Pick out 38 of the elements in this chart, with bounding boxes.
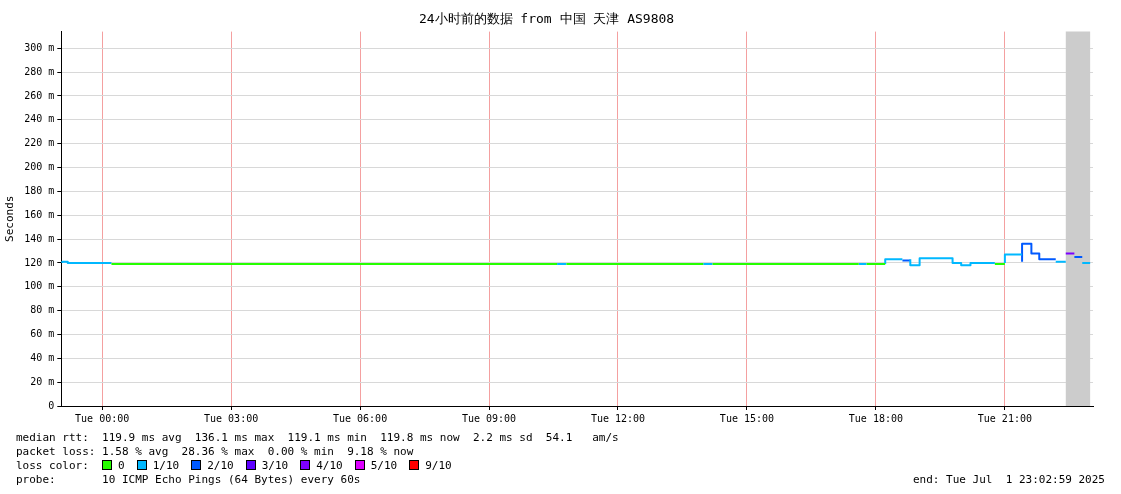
x-tick-label: Tue 00:00 [75,412,130,424]
y-tick-label: 160 m [24,208,55,220]
y-tick-label: 300 m [24,41,55,53]
y-tick-label: 180 m [24,184,55,196]
chart-title: 24小时前的数据 from 中国 天津 AS9808 [418,11,675,27]
x-tick-label: Tue 15:00 [719,412,775,424]
legend-label: 2/10 [207,459,234,472]
y-tick-label: 60 m [30,328,55,340]
legend-label: 5/10 [370,459,398,472]
legend-label: 9/10 [425,459,452,472]
y-tick-label: 80 m [30,304,55,316]
x-tick-label: Tue 12:00 [590,412,646,424]
y-tick-label: 220 m [24,137,55,149]
x-tick-label: Tue 03:00 [204,412,259,424]
text: median rtt: 119.9 ms avg 136.1 ms max 119.1 ms min 119.8 ms now 2.2 ms sd 54.1 am/s [16,431,619,445]
y-tick-label: 100 m [24,280,55,292]
y-tick-label: 280 m [24,65,55,77]
x-tick-label: Tue 09:00 [461,412,517,424]
y-tick-label: 140 m [24,232,55,244]
legend-label: 4/10 [316,459,343,472]
y-tick-label: 240 m [24,113,55,125]
y-tick-label: 40 m [30,351,55,363]
y-tick-label: 0 [48,399,55,411]
x-tick-label: Tue 18:00 [848,412,904,424]
y-tick-label: 20 m [30,375,55,387]
y-tick-label: 260 m [24,89,55,101]
legend-label: 3/10 [261,459,289,472]
text: end: Tue Jul 1 23:02:59 2025 [912,473,1105,487]
text: packet loss: 1.58 % avg 28.36 % max 0.00 % min 9.18 % now [16,445,414,459]
legend-title: loss color: [16,459,90,472]
text: probe: 10 ICMP Echo Pings (64 Bytes) every 60s [16,473,361,487]
y-tick-label: 120 m [24,256,55,268]
y-tick-label: 200 m [24,161,55,173]
x-tick-label: Tue 06:00 [332,412,388,424]
x-tick-label: Tue 21:00 [977,412,1032,424]
legend-label: 1/10 [152,459,180,472]
y-axis-title: Seconds [3,195,17,242]
legend-label: 0 [118,459,125,472]
